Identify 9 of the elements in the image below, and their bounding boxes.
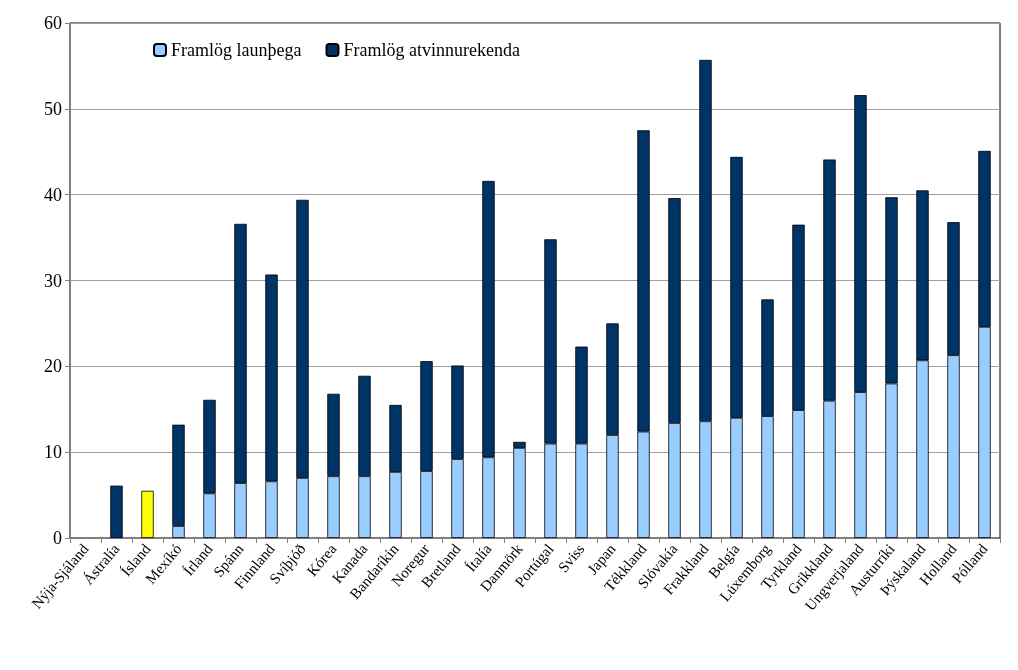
legend-label: Framlög atvinnurekenda — [343, 40, 520, 60]
y-tick-label: 10 — [44, 442, 62, 463]
y-tick-label: 20 — [44, 356, 62, 377]
legend-label: Framlög launþega — [171, 40, 302, 60]
y-tick-label: 60 — [44, 13, 62, 33]
y-tick-label: 40 — [44, 184, 62, 205]
y-tick-label: 50 — [44, 98, 62, 119]
y-tick-label: 30 — [44, 270, 62, 291]
y-tick-label: 0 — [53, 528, 62, 548]
